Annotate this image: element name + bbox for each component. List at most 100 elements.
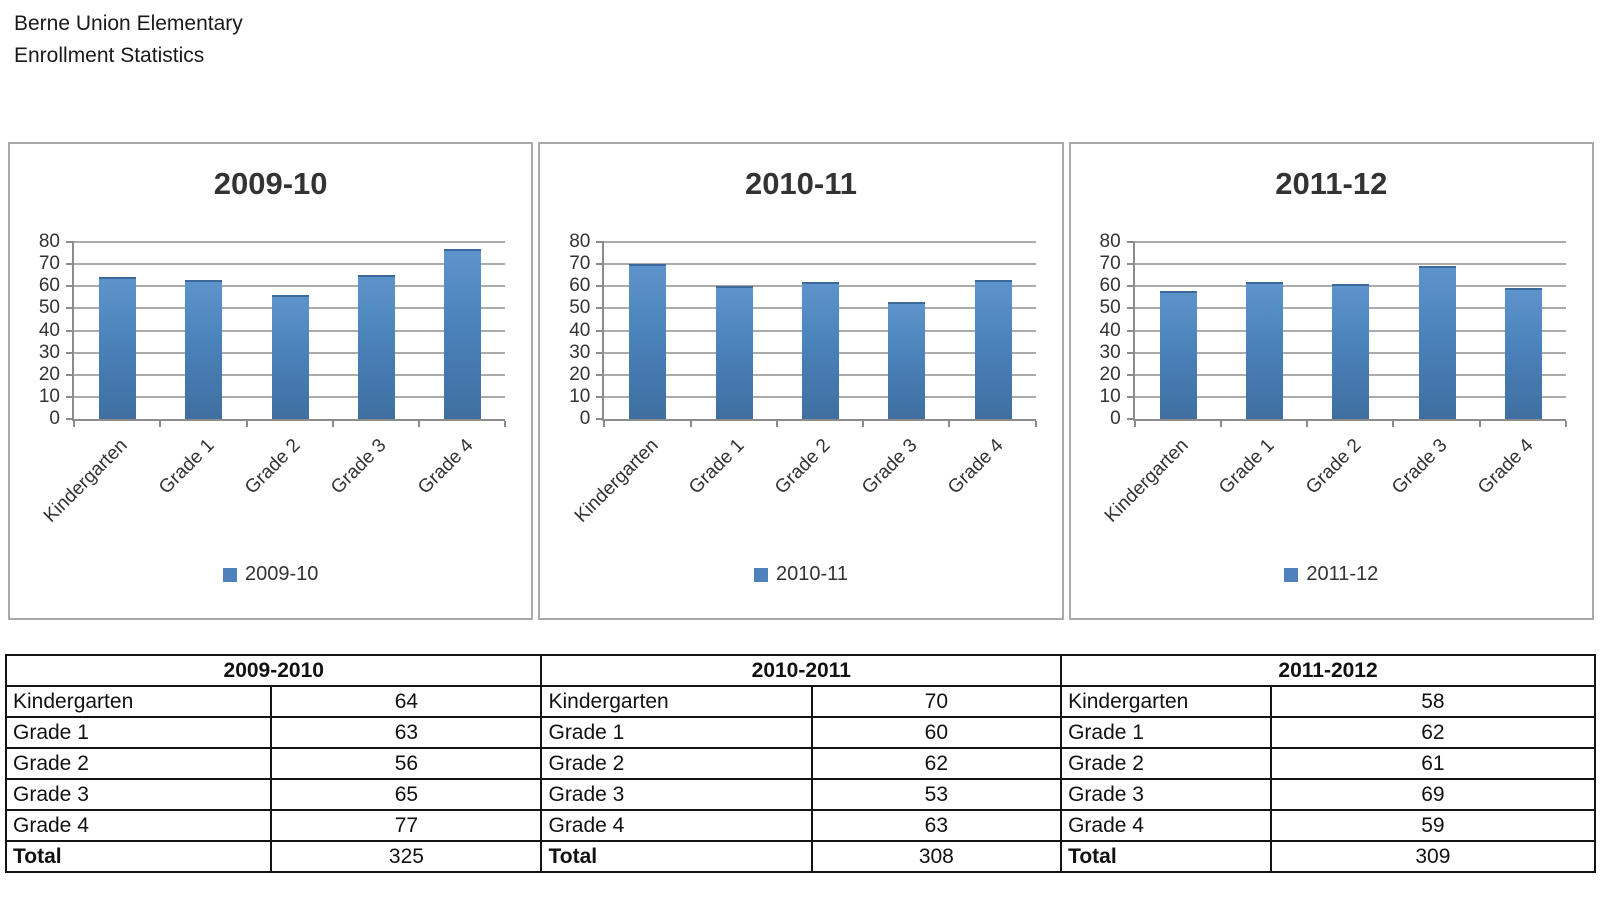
grade-label-cell: Grade 1 <box>1060 716 1272 749</box>
grade-label-cell: Grade 3 <box>4 778 273 811</box>
x-axis-label-grade-3: Grade 3 <box>857 435 922 499</box>
x-axis-tick <box>1306 421 1309 427</box>
x-axis-tick <box>504 421 507 427</box>
enrollment-value-cell: 62 <box>1269 716 1597 749</box>
table-row: Grade 4 77 Grade 4 63 Grade 4 59 <box>4 809 1597 842</box>
grade-label-cell: Grade 3 <box>540 778 813 811</box>
x-axis-tick <box>1034 421 1037 427</box>
bar-kindergarten <box>1159 290 1197 419</box>
enrollment-value-cell: 64 <box>270 685 543 718</box>
total-value-cell: 325 <box>270 840 543 873</box>
y-axis-tick <box>66 351 74 354</box>
enrollment-value-cell: 65 <box>270 778 543 811</box>
enrollment-value-cell: 61 <box>1269 747 1597 780</box>
y-axis-tick-label: 60 <box>38 275 60 297</box>
legend-label: 2009-10 <box>244 563 319 585</box>
charts-row: 2009-10 0 10 20 30 40 50 60 70 80 Kindergarten Grad… <box>8 142 1594 620</box>
table-row: Kindergarten 64 Kindergarten 70 Kindergarten… <box>4 685 1597 718</box>
x-axis-tick <box>1392 421 1395 427</box>
x-axis-tick <box>775 421 778 427</box>
y-axis-tick <box>66 329 74 332</box>
y-axis-tick <box>66 241 74 243</box>
total-label-cell: Total <box>4 840 273 873</box>
grade-label-cell: Grade 1 <box>4 716 273 749</box>
table-row: Grade 3 65 Grade 3 53 Grade 3 69 <box>4 778 1597 811</box>
total-label-cell: Total <box>540 840 813 873</box>
x-axis-tick <box>245 421 248 427</box>
total-value-cell: 308 <box>810 840 1063 873</box>
y-axis-tick <box>1126 395 1135 398</box>
y-axis-tick <box>66 285 74 288</box>
x-axis-tick <box>331 421 334 427</box>
y-axis-tick-label: 80 <box>38 231 60 252</box>
enrollment-value-cell: 53 <box>810 778 1063 811</box>
gridline <box>604 241 1036 243</box>
chart-2011-12: 2011-12 0 10 20 30 40 50 60 70 80 Kindergarten Grad… <box>1068 142 1594 620</box>
y-axis-tick-label: 60 <box>569 275 591 297</box>
grade-label-cell: Grade 2 <box>4 747 273 780</box>
enrollment-value-cell: 56 <box>270 747 543 780</box>
bar-grade-3 <box>357 275 395 419</box>
grade-label-cell: Grade 3 <box>1060 778 1272 811</box>
y-axis-tick <box>596 418 605 420</box>
table-year-header: 2009-2010 <box>4 654 543 687</box>
document-title-line2: Enrollment Statistics <box>14 44 205 67</box>
plot-wrap: 0 10 20 30 40 50 60 70 80 <box>1079 231 1567 429</box>
y-axis-tick-label: 0 <box>579 408 591 429</box>
y-axis-labels: 0 10 20 30 40 50 60 70 80 <box>548 231 602 429</box>
y-axis-tick-label: 40 <box>1099 319 1121 341</box>
y-axis-tick-label: 50 <box>38 297 60 319</box>
document-title-line1: Berne Union Elementary <box>14 12 243 35</box>
plot-wrap: 0 10 20 30 40 50 60 70 80 <box>548 231 1037 429</box>
chart-title: 2009-10 <box>213 166 328 201</box>
enrollment-value-cell: 69 <box>1269 778 1597 811</box>
grade-label-cell: Kindergarten <box>540 685 813 718</box>
x-axis-tick <box>603 421 606 427</box>
legend: 2011-12 <box>1071 563 1592 586</box>
chart-2010-11: 2010-11 0 10 20 30 40 50 60 70 80 Kindergarten Grad… <box>538 142 1064 620</box>
x-axis-label-grade-1: Grade 1 <box>685 435 749 499</box>
plot-area <box>66 241 507 427</box>
y-axis-tick-label: 40 <box>569 319 591 341</box>
enrollment-value-cell: 77 <box>270 809 543 842</box>
y-axis-tick <box>1126 307 1135 310</box>
x-axis-label-kindergarten: Kindergarten <box>570 435 663 527</box>
y-axis-tick-label: 40 <box>38 319 60 341</box>
legend-swatch-icon <box>1284 567 1299 582</box>
y-axis-tick-label: 10 <box>38 385 60 407</box>
y-axis-tick <box>596 329 605 332</box>
gridline <box>1134 263 1566 266</box>
y-axis-tick <box>66 395 74 398</box>
x-axis-tick <box>1564 421 1567 427</box>
legend-label: 2011-12 <box>1306 563 1379 585</box>
x-axis-label-grade-1: Grade 1 <box>1215 435 1279 499</box>
enrollment-value-cell: 59 <box>1269 809 1597 842</box>
bar-grade-3 <box>1418 266 1456 419</box>
y-axis-tick <box>596 285 605 288</box>
x-axis-tick <box>418 421 421 427</box>
x-axis-label-grade-2: Grade 2 <box>1301 435 1366 499</box>
y-axis-tick <box>596 395 605 398</box>
x-axis-label-grade-3: Grade 3 <box>327 435 391 499</box>
y-axis-tick <box>596 307 605 310</box>
x-axis-tick <box>689 421 692 427</box>
bar-grade-1 <box>185 279 223 419</box>
bar-grade-2 <box>801 281 839 419</box>
y-axis-tick-label: 50 <box>569 297 591 319</box>
y-axis-tick-label: 30 <box>569 341 591 363</box>
x-axis-label-kindergarten: Kindergarten <box>40 435 132 527</box>
x-axis-labels: Kindergarten Grade 1 Grade 2 Grade 3 Grade 4 <box>40 425 505 541</box>
y-axis-tick-label: 10 <box>569 385 591 407</box>
legend-label: 2010-11 <box>776 563 848 585</box>
gridline <box>604 263 1036 266</box>
table-year-header: 2010-2011 <box>540 654 1063 687</box>
bar-grade-1 <box>1246 281 1284 419</box>
y-axis-tick <box>66 307 74 310</box>
y-axis-tick-label: 70 <box>1099 253 1121 275</box>
y-axis-tick <box>596 241 605 243</box>
enrollment-value-cell: 60 <box>810 716 1063 749</box>
legend: 2010-11 <box>540 563 1061 586</box>
y-axis-tick-label: 0 <box>49 408 60 429</box>
y-axis-tick-label: 30 <box>1099 341 1121 363</box>
y-axis-tick <box>1126 418 1135 420</box>
